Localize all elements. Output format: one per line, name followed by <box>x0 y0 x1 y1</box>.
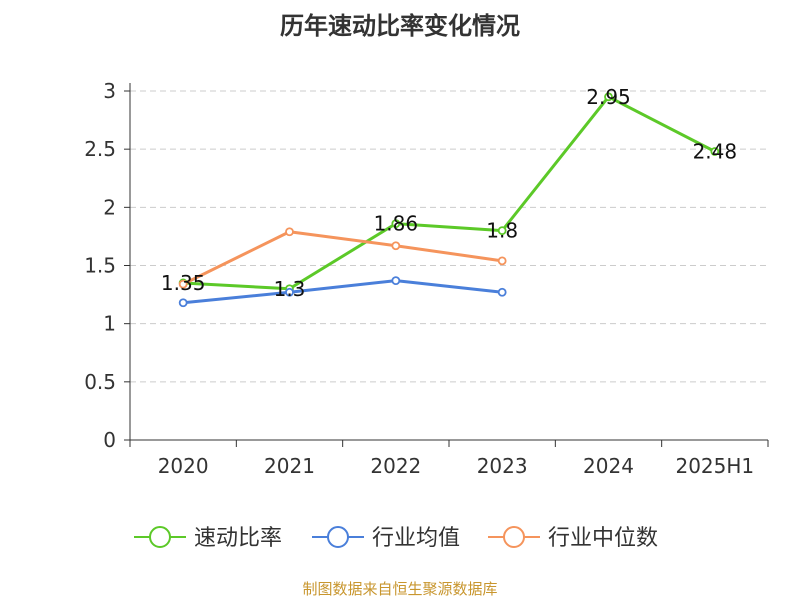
y-tick-label: 2 <box>103 195 116 219</box>
legend-marker <box>149 526 171 548</box>
y-tick-label: 3 <box>103 79 116 103</box>
axes <box>124 83 769 447</box>
series-lines <box>182 95 716 305</box>
data-label: 1.35 <box>161 271 206 295</box>
x-tick-label: 2025H1 <box>675 454 754 478</box>
legend-label: 行业中位数 <box>548 526 658 551</box>
data-point <box>178 279 188 289</box>
series-line-0 <box>183 95 716 291</box>
source-note: 制图数据来自恒生聚源数据库 <box>302 580 498 598</box>
x-tick-label: 2023 <box>477 454 528 478</box>
x-tick-label: 2020 <box>158 454 209 478</box>
data-label: 1.86 <box>374 212 419 236</box>
data-point <box>285 287 294 297</box>
data-point <box>178 298 188 308</box>
legend-label: 行业均值 <box>372 526 460 551</box>
data-point <box>497 226 507 236</box>
data-point <box>391 241 401 251</box>
legend-item: 行业中位数 <box>488 526 658 551</box>
x-tick-label: 2022 <box>370 454 421 478</box>
data-point <box>391 276 401 286</box>
y-tick-labels: 0 0.5 1 1.5 2 2.5 3 <box>84 79 116 452</box>
legend-label: 速动比率 <box>194 526 282 551</box>
legend-item: 行业均值 <box>312 526 460 551</box>
legend-item: 速动比率 <box>134 526 282 551</box>
data-label: 2.48 <box>693 139 738 163</box>
y-tick-label: 2.5 <box>84 137 116 161</box>
x-tick-label: 2024 <box>583 454 634 478</box>
y-tick-label: 0 <box>103 428 116 452</box>
x-tick-label: 2021 <box>264 454 315 478</box>
grid-lines <box>130 90 768 383</box>
y-tick-label: 0.5 <box>84 370 116 394</box>
legend: 速动比率 行业均值 行业中位数 <box>134 526 658 551</box>
data-point <box>285 227 294 237</box>
y-tick-label: 1 <box>103 312 116 336</box>
data-point <box>391 219 401 229</box>
data-label: 2.95 <box>586 85 631 109</box>
legend-marker <box>503 526 525 548</box>
y-tick-label: 1.5 <box>84 254 116 278</box>
data-point <box>710 147 720 156</box>
data-label: 1.3 <box>274 277 306 301</box>
data-point <box>604 92 613 102</box>
x-tick-labels: 2020 2021 2022 2023 2024 2025H1 <box>158 454 754 478</box>
chart-title: 历年速动比率变化情况 <box>280 12 520 40</box>
series-points <box>178 92 720 308</box>
series-line-2 <box>182 230 503 286</box>
legend-marker <box>327 526 349 548</box>
data-point <box>497 256 507 266</box>
data-labels: 1.35 1.3 1.86 1.8 2.95 2.48 <box>161 85 737 301</box>
data-point <box>497 287 507 297</box>
series-line-1 <box>183 279 503 305</box>
data-label: 1.8 <box>486 219 518 243</box>
